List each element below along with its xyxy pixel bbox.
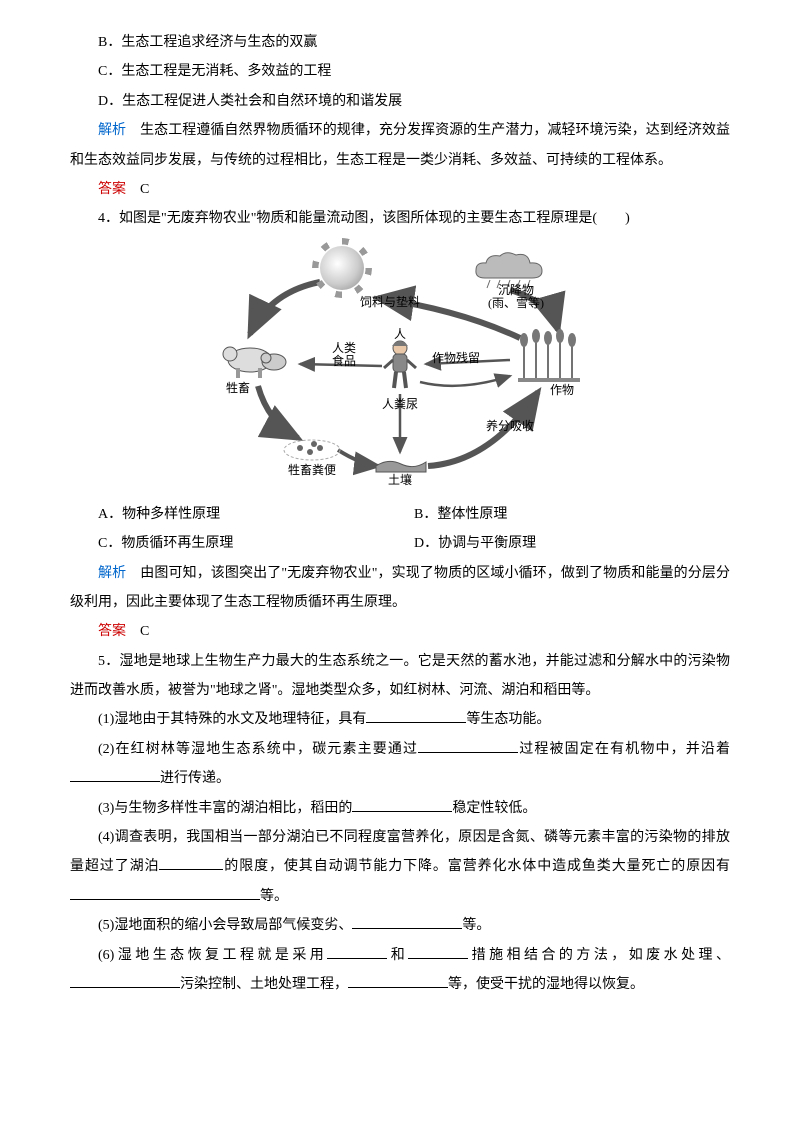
q5-p4c: 等。	[260, 889, 288, 904]
q5-p4: (4)调查表明，我国相当一部分湖泊已不同程度富营养化，原因是含氮、磷等元素丰富的…	[70, 823, 730, 911]
q4-option-c: C．物质循环再生原理	[98, 529, 414, 558]
label-feed: 饲料与垫料	[360, 296, 420, 309]
q5-p2c: 进行传递。	[160, 771, 230, 786]
blank-8	[327, 943, 387, 958]
blank-4	[352, 796, 452, 811]
label-soil: 土壤	[388, 474, 412, 487]
blank-2	[418, 737, 518, 752]
q4-options-row1: A．物种多样性原理 B．整体性原理	[70, 500, 730, 529]
q5-p2: (2)在红树林等湿地生态系统中，碳元素主要通过 过程被固定在有机物中，并沿着进行传…	[70, 735, 730, 794]
q5-p6e: 等，使受干扰的湿地得以恢复。	[448, 977, 644, 992]
dung-icon	[280, 428, 344, 465]
q5-p6a: (6)湿地生态恢复工程就是采用	[98, 948, 327, 963]
blank-3	[70, 767, 160, 782]
blank-7	[352, 914, 462, 929]
q4-option-a: A．物种多样性原理	[98, 500, 414, 529]
q5-p6d: 污染控制、土地处理工程，	[180, 977, 348, 992]
q4-stem: 4．如图是"无废弃物农业"物质和能量流动图，该图所体现的主要生态工程原理是( )	[70, 204, 730, 233]
label-crop: 作物	[550, 384, 574, 397]
q5-p6: (6)湿地生态恢复工程就是采用 和 措施相结合的方法，如废水处理、污染控制、土地处理…	[70, 941, 730, 1000]
q5-p1b: 等生态功能。	[466, 712, 550, 727]
q5-p2a: (2)在红树林等湿地生态系统中，碳元素主要通过	[98, 742, 418, 757]
q5-p1: (1)湿地由于其特殊的水文及地理特征，具有 等生态功能。	[70, 705, 730, 734]
blank-11	[348, 973, 448, 988]
label-dung: 牲畜粪便	[288, 464, 336, 477]
answer-text-4: C	[126, 624, 149, 639]
option-b: B．生态工程追求经济与生态的双赢	[70, 28, 730, 57]
answer-4: 答案 C	[70, 617, 730, 646]
blank-9	[408, 943, 468, 958]
label-human-waste: 人粪尿	[382, 398, 418, 411]
sun-icon	[320, 246, 364, 290]
cycle-diagram: 饲料与垫料 沉降物 (雨、雪等) 牲畜 人 人类 食品 作物残留 人粪尿 作物 …	[210, 242, 590, 492]
option-d: D．生态工程促进人类社会和自然环境的和谐发展	[70, 87, 730, 116]
answer-1: 答案 C	[70, 175, 730, 204]
q5-p5b: 等。	[462, 918, 490, 933]
q4-option-b: B．整体性原理	[414, 500, 730, 529]
person-icon	[380, 338, 420, 393]
q5-p6c: 措施相结合的方法，如废水处理、	[468, 948, 730, 963]
option-c: C．生态工程是无消耗、多效益的工程	[70, 57, 730, 86]
blank-6	[70, 884, 260, 899]
answer-label: 答案	[98, 182, 126, 197]
analysis-label: 解析	[98, 123, 126, 138]
q4-option-d: D．协调与平衡原理	[414, 529, 730, 558]
q5-p4b: 的限度，使其自动调节能力下降。富营养化水体中造成鱼类大量死亡的原因有	[223, 859, 730, 874]
label-cattle: 牲畜	[226, 382, 250, 395]
analysis-text-1: 生态工程遵循自然界物质循环的规律，充分发挥资源的生产潜力，减轻环境污染，达到经济…	[70, 123, 730, 167]
label-nutrient: 养分吸收	[486, 420, 534, 433]
answer-text-1: C	[126, 182, 149, 197]
analysis-text-4: 由图可知，该图突出了"无废弃物农业"，实现了物质的区域小循环，做到了物质和能量的…	[70, 566, 730, 610]
cattle-icon	[218, 334, 290, 383]
label-precip: 沉降物 (雨、雪等)	[488, 284, 544, 310]
answer-label-4: 答案	[98, 624, 126, 639]
q5-p3: (3)与生物多样性丰富的湖泊相比，稻田的 稳定性较低。	[70, 794, 730, 823]
blank-1	[366, 708, 466, 723]
q5-p6b: 和	[387, 948, 408, 963]
analysis-label-4: 解析	[98, 566, 126, 581]
analysis-1: 解析 生态工程遵循自然界物质循环的规律，充分发挥资源的生产潜力，减轻环境污染，达…	[70, 116, 730, 175]
q5-p3a: (3)与生物多样性丰富的湖泊相比，稻田的	[98, 801, 352, 816]
crop-icon	[514, 328, 584, 387]
q5-p1a: (1)湿地由于其特殊的水文及地理特征，具有	[98, 712, 366, 727]
blank-10	[70, 973, 180, 988]
label-human-food: 人类 食品	[332, 342, 356, 368]
label-person: 人	[394, 328, 406, 341]
q4-options-row2: C．物质循环再生原理 D．协调与平衡原理	[70, 529, 730, 558]
q5-p2b: 过程被固定在有机物中，并沿着	[518, 742, 730, 757]
label-crop-residue: 作物残留	[432, 352, 480, 365]
analysis-4: 解析 由图可知，该图突出了"无废弃物农业"，实现了物质的区域小循环，做到了物质和…	[70, 559, 730, 618]
diagram-container: 饲料与垫料 沉降物 (雨、雪等) 牲畜 人 人类 食品 作物残留 人粪尿 作物 …	[70, 242, 730, 492]
q5-stem: 5．湿地是地球上生物生产力最大的生态系统之一。它是天然的蓄水池，并能过滤和分解水…	[70, 647, 730, 706]
q5-p5a: (5)湿地面积的缩小会导致局部气候变劣、	[98, 918, 352, 933]
blank-5	[159, 855, 223, 870]
q5-p3b: 稳定性较低。	[452, 801, 536, 816]
q5-p5: (5)湿地面积的缩小会导致局部气候变劣、 等。	[70, 911, 730, 940]
